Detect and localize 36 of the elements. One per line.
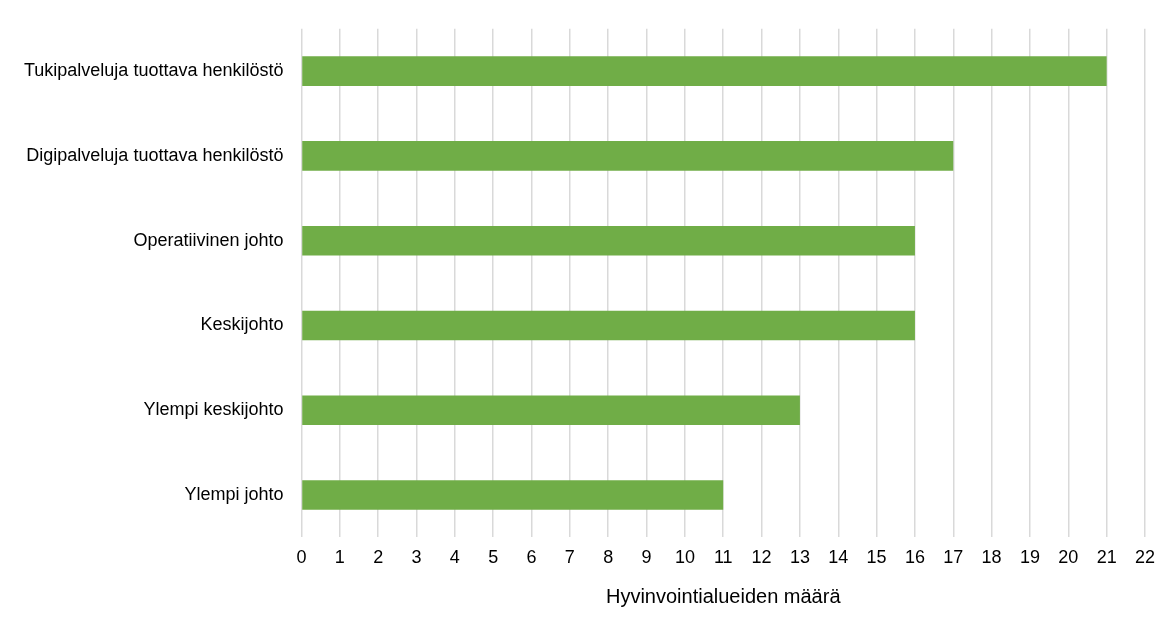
bar — [302, 310, 915, 341]
x-axis-title: Hyvinvointialueiden määrä — [605, 584, 842, 607]
y-tick-label: Ylempi keskijohto — [143, 399, 284, 420]
x-tick-label: 19 — [1019, 547, 1040, 568]
x-tick-label: 8 — [603, 547, 614, 568]
bar — [302, 395, 800, 426]
x-tick-label: 0 — [296, 547, 307, 568]
x-tick-label: 10 — [674, 547, 695, 568]
x-tick-label: 6 — [526, 547, 537, 568]
x-tick-label: 3 — [411, 547, 422, 568]
y-tick-label: Keskijohto — [200, 314, 284, 335]
y-tick-label: Digipalveluja tuottava henkilöstö — [26, 144, 284, 165]
x-tick-label: 13 — [789, 547, 810, 568]
y-tick-label: Operatiivinen johto — [133, 229, 284, 250]
x-tick-label: 4 — [449, 547, 460, 568]
x-tick-label: 2 — [373, 547, 384, 568]
x-tick-label: 17 — [943, 547, 964, 568]
bar — [302, 56, 1107, 87]
x-tick-label: 7 — [564, 547, 575, 568]
x-tick-label: 22 — [1134, 547, 1155, 568]
x-tick-label: 9 — [641, 547, 652, 568]
x-tick-label: 20 — [1058, 547, 1079, 568]
bar — [302, 225, 915, 256]
x-tick-label: 1 — [334, 547, 345, 568]
x-tick-label: 11 — [713, 547, 733, 568]
x-tick-label: 14 — [828, 547, 849, 568]
x-tick-label: 21 — [1096, 547, 1117, 568]
x-tick-label: 16 — [904, 547, 925, 568]
x-tick-label: 15 — [866, 547, 887, 568]
y-tick-label: Ylempi johto — [184, 483, 284, 504]
x-tick-label: 18 — [981, 547, 1002, 568]
bar — [302, 480, 724, 510]
bar — [302, 141, 954, 171]
x-tick-label: 12 — [751, 547, 772, 568]
x-tick-label: 5 — [488, 547, 499, 568]
y-tick-label: Tukipalveluja tuottava henkilöstö — [23, 60, 284, 81]
